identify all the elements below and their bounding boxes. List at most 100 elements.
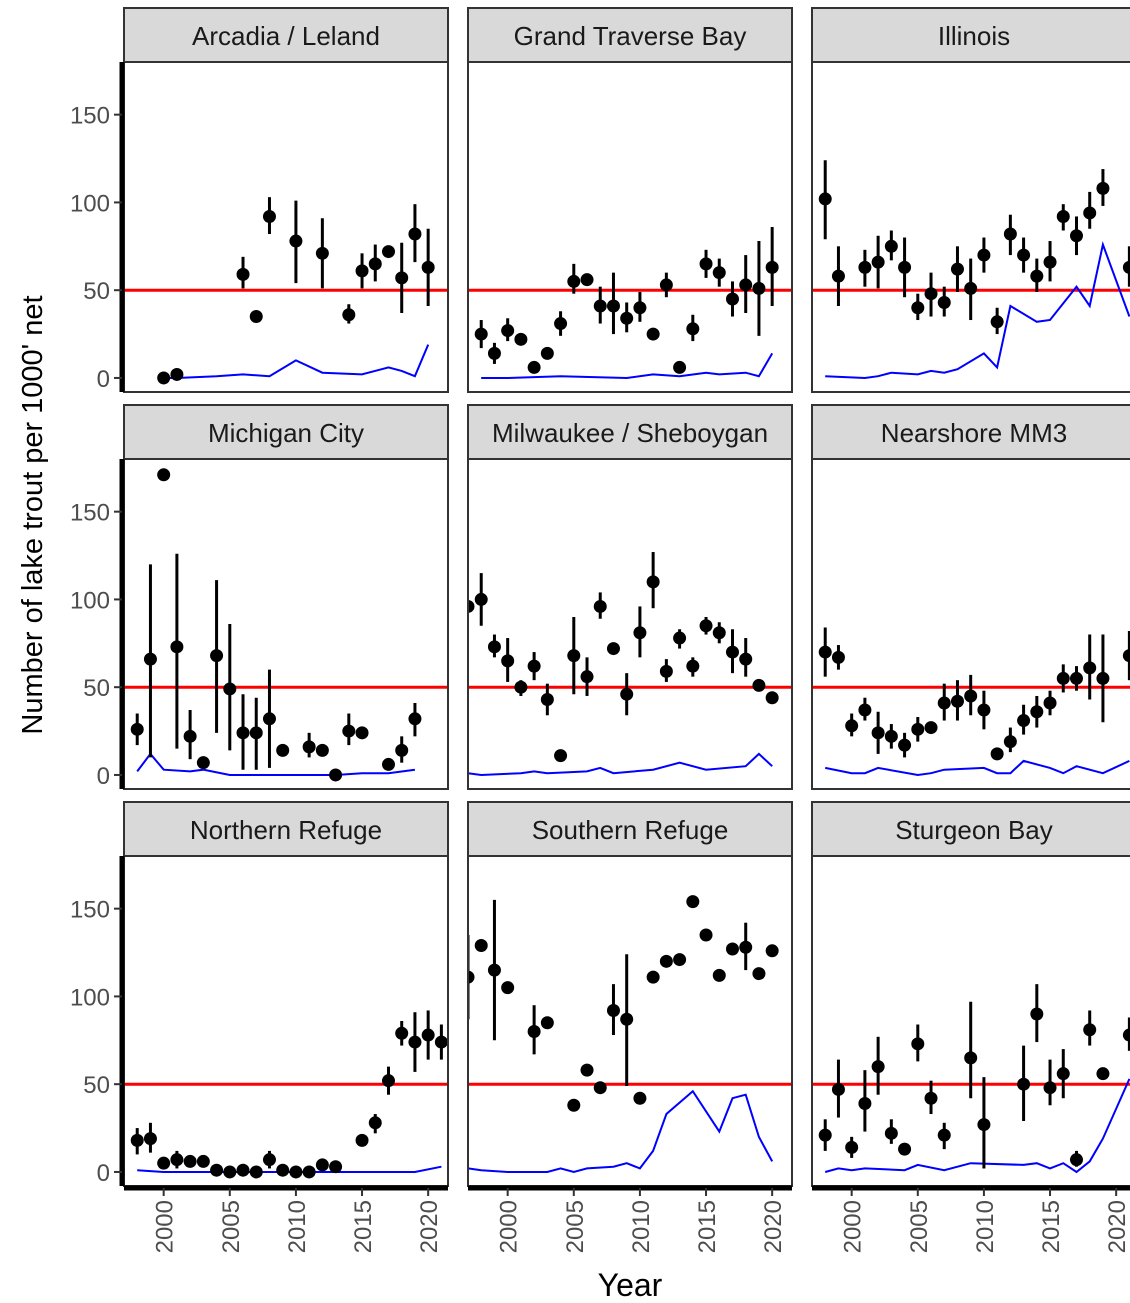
data-point	[580, 273, 594, 287]
plot-area	[124, 459, 448, 789]
x-tick-label: 2005	[218, 1200, 245, 1253]
data-point	[368, 1116, 382, 1130]
plot-marks	[468, 227, 792, 380]
panel-arcadia-leland: Arcadia / Leland	[123, 7, 449, 393]
data-point	[196, 1154, 210, 1168]
data-point	[1069, 229, 1083, 243]
data-point	[1003, 227, 1017, 241]
data-point	[765, 260, 779, 274]
data-point	[501, 324, 515, 338]
x-tick-label: 2005	[906, 1200, 933, 1253]
x-tick-label: 2000	[152, 1200, 179, 1253]
data-point	[315, 246, 329, 260]
data-point	[911, 301, 925, 315]
plot-area	[124, 62, 448, 392]
panel-michigan-city: Michigan City	[123, 404, 449, 790]
x-tick-label: 2000	[496, 1200, 523, 1253]
data-point	[924, 1091, 938, 1105]
data-point	[329, 1160, 343, 1174]
data-point	[567, 1098, 581, 1112]
data-point	[1096, 671, 1110, 685]
data-point	[1056, 209, 1070, 223]
panel-title: Illinois	[938, 21, 1010, 51]
data-point	[712, 626, 726, 640]
data-point	[765, 691, 779, 705]
data-point	[249, 726, 263, 740]
data-point	[580, 670, 594, 684]
data-point	[170, 640, 184, 654]
series-line	[163, 344, 430, 379]
panel-southern-refuge: Southern Refuge	[467, 801, 793, 1187]
data-point	[315, 743, 329, 757]
data-point	[342, 308, 356, 322]
x-tick-label: 2015	[1038, 1200, 1065, 1253]
data-point	[421, 260, 435, 274]
data-point	[1030, 1007, 1044, 1021]
data-point	[937, 696, 951, 710]
data-point	[474, 327, 488, 341]
y-axis-title: Number of lake trout per 1000' net	[17, 295, 49, 734]
panel-nearshore-mm3: Nearshore MM3	[811, 404, 1130, 790]
data-point	[468, 599, 475, 613]
panel-grand-traverse-bay: Grand Traverse Bay	[467, 7, 793, 393]
data-point	[871, 1060, 885, 1074]
panel-border	[467, 458, 793, 790]
data-point	[1069, 1153, 1083, 1167]
data-point	[395, 1026, 409, 1040]
y-tick-label: 0	[97, 763, 110, 790]
data-point	[527, 1025, 541, 1039]
data-point	[606, 642, 620, 656]
data-point	[143, 652, 157, 666]
plot-area	[468, 459, 792, 789]
data-point	[699, 619, 713, 633]
data-point	[858, 1097, 872, 1110]
data-point	[831, 1082, 845, 1096]
data-point	[725, 292, 739, 306]
data-point	[818, 192, 832, 206]
data-point	[1056, 671, 1070, 685]
panel-milwaukee-sheboygan: Milwaukee / Sheboygan	[467, 404, 793, 790]
data-point	[487, 346, 501, 360]
data-point	[236, 1163, 250, 1177]
data-point	[1030, 705, 1044, 719]
y-tick-label: 50	[83, 1072, 110, 1099]
data-point	[1096, 181, 1110, 195]
data-point	[210, 649, 224, 663]
data-point	[752, 678, 766, 692]
x-tick-label: 2000	[840, 1200, 867, 1253]
data-point	[210, 1163, 224, 1177]
data-point	[1122, 260, 1130, 274]
data-point	[554, 317, 568, 331]
x-tick-label: 2010	[628, 1200, 655, 1253]
data-point	[1017, 248, 1031, 262]
data-point	[567, 274, 581, 288]
data-point	[725, 645, 739, 659]
data-point	[739, 940, 753, 954]
data-point	[381, 757, 395, 771]
data-point	[686, 895, 700, 909]
panel-title: Michigan City	[208, 418, 364, 448]
data-point	[884, 729, 898, 743]
data-point	[659, 954, 673, 968]
data-point	[1096, 1067, 1110, 1081]
panel-title: Southern Refuge	[532, 815, 729, 845]
x-axis-title: Year	[598, 1267, 663, 1303]
data-point	[1083, 1023, 1097, 1037]
x-axes-layer: 2000 2005 2010 2015 2020 2000 2005 2010 2015 2020…	[124, 1185, 1130, 1253]
data-point	[183, 1154, 197, 1168]
data-point	[580, 1063, 594, 1077]
panel-title: Grand Traverse Bay	[514, 21, 747, 51]
panels-layer: Arcadia / Leland Grand Traverse Bay Illino…	[123, 7, 1130, 1187]
data-point	[170, 1153, 184, 1167]
data-point	[606, 299, 620, 313]
data-point	[1043, 696, 1057, 710]
plot-marks	[468, 552, 792, 777]
data-point	[487, 640, 501, 654]
y-tick-label: 150	[70, 897, 110, 924]
data-point	[686, 322, 700, 336]
data-point	[157, 371, 171, 385]
data-point	[196, 756, 210, 770]
data-point	[752, 967, 766, 981]
data-point	[673, 631, 687, 645]
data-point	[699, 257, 713, 271]
